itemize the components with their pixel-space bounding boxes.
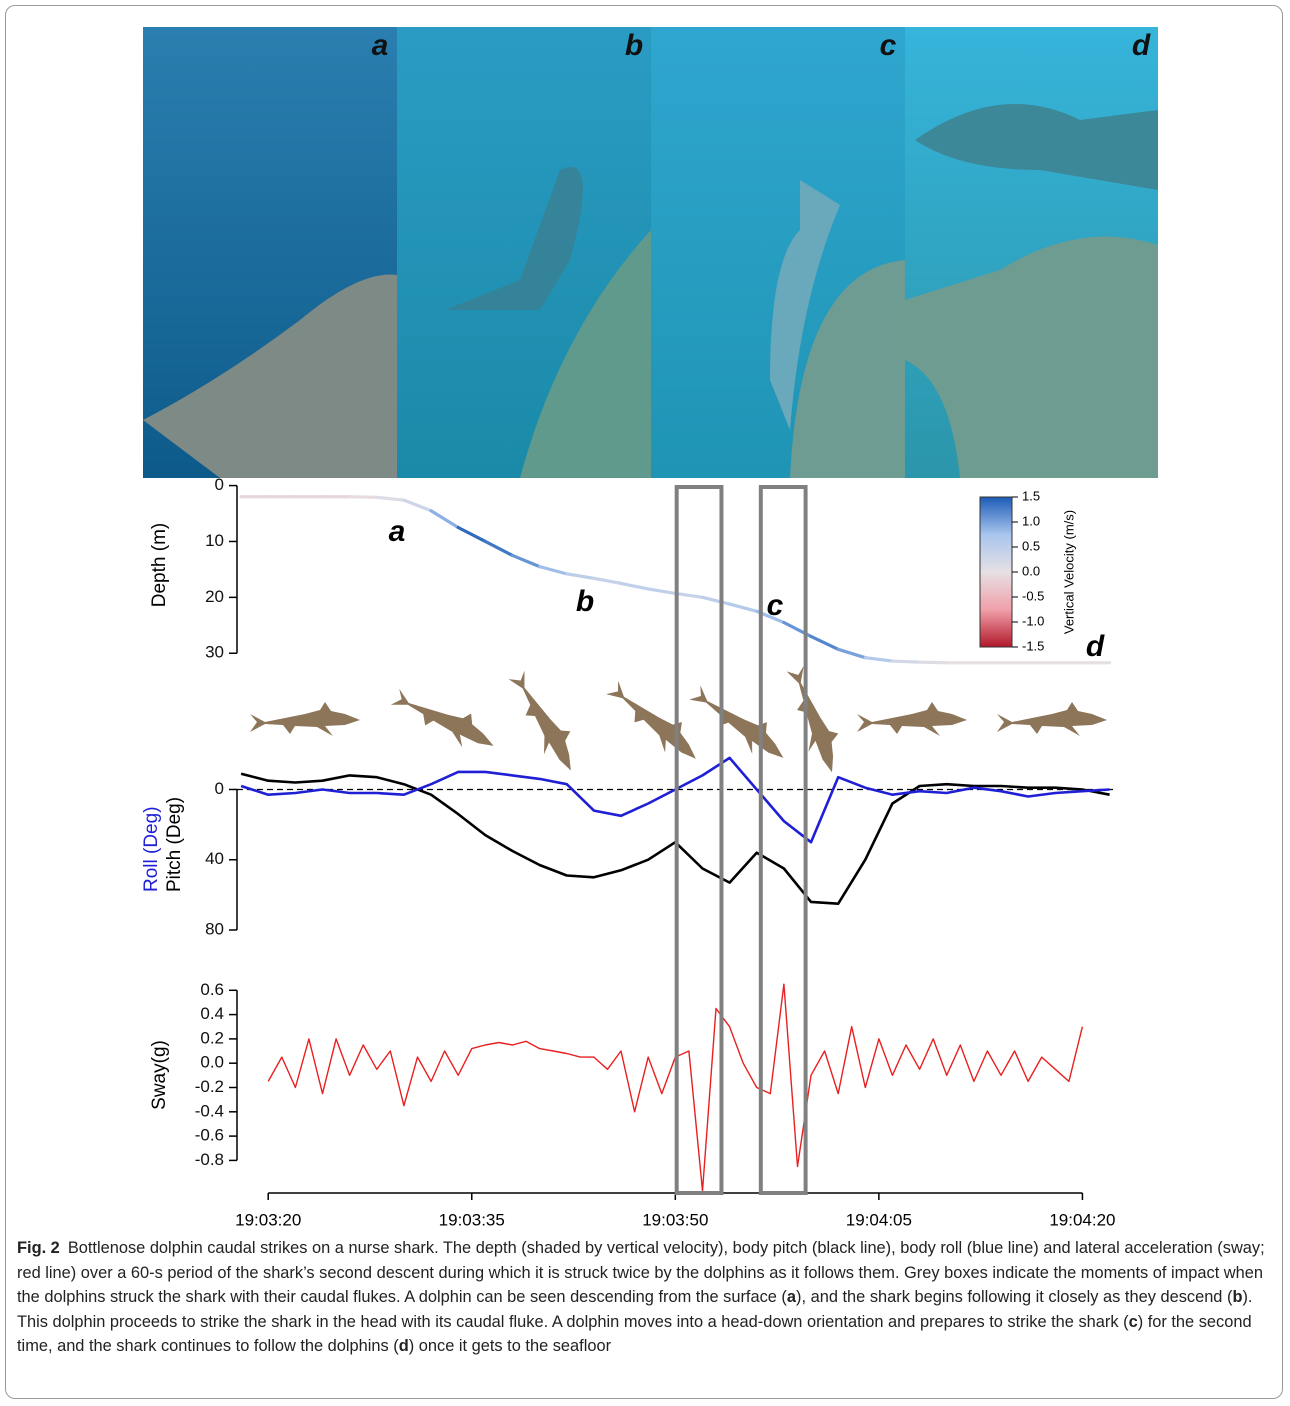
colorbar-title: Vertical Velocity (m/s) (1061, 510, 1076, 634)
caption-text: Bottlenose dolphin caudal strikes on a n… (17, 1239, 1265, 1307)
y-tick-label: -0.6 (195, 1126, 224, 1145)
depth-segment (592, 576, 623, 585)
y-tick-label: 0 (215, 475, 224, 494)
depth-segment (565, 572, 596, 580)
x-tick-label: 19:03:20 (235, 1210, 301, 1229)
depth-segment (917, 660, 949, 665)
photo-dolphin (770, 180, 840, 430)
x-tick-label: 19:03:50 (642, 1210, 708, 1229)
annotation: c (767, 589, 784, 622)
photo-shark (143, 274, 397, 478)
depth-segment (429, 509, 460, 530)
depth-segment (375, 495, 406, 502)
x-tick-label: 19:04:20 (1049, 1210, 1115, 1229)
depth-segment (483, 539, 515, 558)
y-tick-label: 0.2 (200, 1028, 224, 1047)
annotation: b (576, 585, 594, 618)
photo-shark (790, 260, 905, 478)
caption-text: c (1128, 1312, 1138, 1331)
depth-segment (728, 602, 759, 613)
depth-segment (646, 587, 677, 596)
colorbar-tick-label: -0.5 (1022, 588, 1044, 603)
depth-segment (402, 498, 433, 513)
y-tick-label: 0.6 (200, 980, 224, 999)
photo-shark (905, 236, 1158, 478)
y-tick-label: 10 (205, 531, 224, 550)
photo-dolphin (445, 166, 583, 310)
colorbar-tick-label: 0.5 (1022, 538, 1040, 553)
y-tick-label: 20 (205, 587, 224, 606)
colorbar (979, 496, 1013, 648)
depth-segment (619, 581, 650, 591)
y-tick-label: -0.8 (195, 1150, 224, 1169)
colorbar-tick-label: 0.0 (1022, 563, 1040, 578)
x-tick-labels: 19:03:20 19:03:35 19:03:50 19:04:05 19:04:20 (235, 1210, 1115, 1229)
annotation: d (1086, 630, 1105, 663)
caption-text: ). This dolphin proceeds to strike the s… (17, 1288, 1253, 1331)
y-axis-label: Depth (m) (149, 523, 170, 607)
photo-label: d (1132, 29, 1151, 62)
depth-segment (890, 659, 922, 664)
colorbar-tick-label: -1.0 (1022, 613, 1044, 628)
impact-box (758, 485, 808, 1195)
y-tick-label: 0.4 (200, 1004, 224, 1023)
caption-text: a (786, 1288, 797, 1307)
shark-icon (686, 675, 795, 771)
photo-label: a (372, 29, 389, 62)
annotation: a (389, 515, 406, 548)
caption-text: ), and the shark begins following it clo… (796, 1288, 1233, 1307)
shark-icon (997, 702, 1107, 736)
photo-label: c (880, 29, 897, 62)
y-tick-label: 40 (205, 849, 224, 868)
depth-segment (809, 634, 840, 651)
y-tick-label: 0.0 (200, 1053, 224, 1072)
x-tick-label: 19:03:35 (439, 1210, 505, 1229)
shark-icon (505, 664, 587, 779)
depth-segment (863, 656, 895, 663)
depth-segment (510, 553, 542, 569)
shark-icon (782, 662, 850, 778)
caption-text: ) for the second time, and the shark con… (17, 1312, 1252, 1356)
depth-segment (700, 595, 732, 606)
depth-segment (456, 525, 487, 544)
y-tick-label: 30 (205, 643, 224, 662)
photo-shark (520, 230, 651, 478)
photo-dolphin (915, 104, 1158, 190)
y-tick-label: -0.2 (195, 1077, 224, 1096)
caption-text: ) once it gets to the seafloor (408, 1337, 612, 1356)
caption-text: b (1232, 1288, 1243, 1307)
depth-segment (673, 591, 705, 599)
y-tick-label: -0.4 (195, 1101, 224, 1120)
frame (5, 5, 1283, 1399)
y-axis-label: Roll (Deg) (141, 806, 162, 892)
caption-label: Fig. 2 (17, 1239, 60, 1257)
x-tick-label: 19:04:05 (846, 1210, 912, 1229)
colorbar-tick-label: -1.5 (1022, 638, 1044, 653)
colorbar-tick-label: 1.5 (1022, 488, 1040, 503)
shark-icon (388, 678, 503, 760)
y-tick-label: 80 (205, 919, 224, 938)
photo-panels (143, 27, 1158, 478)
y-axis-label: Sway(g) (149, 1040, 170, 1110)
shark-icon (603, 671, 708, 771)
impact-box (674, 485, 724, 1195)
shark-icon (857, 702, 967, 736)
caption-text: d (398, 1337, 409, 1356)
depth-segment (538, 565, 569, 576)
depth-segment (348, 495, 379, 499)
y-axis-label: Pitch (Deg) (164, 797, 185, 892)
depth-segment (836, 647, 867, 660)
caption: Fig. 2 Bottlenose dolphin caudal strikes … (17, 1236, 1275, 1359)
y-tick-label: 0 (215, 779, 224, 798)
photo-label: b (625, 29, 643, 62)
figure: a b c d 0 10 20 30 Depth (m) a b c d 1.5 1.0 0.5 0.0 -0.5… (141, 27, 1158, 1200)
shark-icon (250, 702, 360, 736)
colorbar-tick-label: 1.0 (1022, 513, 1040, 528)
